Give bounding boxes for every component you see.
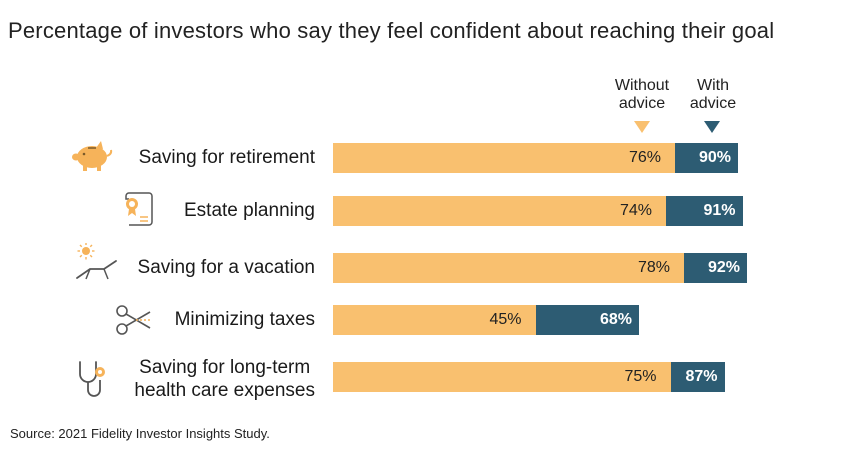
bar-without-advice — [333, 305, 536, 335]
scissors-icon — [114, 303, 154, 342]
value-label-without-advice: 45% — [489, 311, 522, 328]
category-label: Saving for a vacation — [138, 256, 315, 279]
bar-with-advice — [535, 305, 639, 335]
value-label-with-advice: 90% — [698, 149, 731, 166]
bar-without-advice — [333, 362, 671, 392]
bar-with-advice — [675, 143, 738, 173]
legend-with-marker — [704, 121, 720, 133]
value-label-with-advice: 68% — [599, 311, 632, 328]
chart-row: Saving for long-term health care expenses… — [0, 357, 845, 401]
bar-without-advice — [333, 143, 675, 173]
bar-with-advice — [684, 253, 747, 283]
legend-without-line1: Without — [614, 77, 670, 94]
chart-title: Percentage of investors who say they fee… — [8, 18, 775, 43]
value-label-with-advice: 91% — [703, 202, 736, 219]
bar-without-advice — [333, 253, 684, 283]
value-label-with-advice: 87% — [685, 368, 718, 385]
source-note: Source: 2021 Fidelity Investor Insights … — [10, 426, 270, 441]
beach-chair-icon — [74, 242, 120, 288]
legend-with-line1: With — [697, 77, 729, 94]
category-label-line: Saving for long-term — [139, 357, 311, 378]
legend-without-advice: Without advice — [604, 77, 680, 113]
chart-row: Minimizing taxes 45% 68% — [0, 305, 845, 335]
category-label-line: Saving for a vacation — [137, 257, 315, 278]
category-label-line: Estate planning — [184, 200, 315, 221]
category-label: Minimizing taxes — [175, 308, 315, 331]
legend-with-line2: advice — [689, 95, 737, 112]
category-label-line: Minimizing taxes — [174, 309, 315, 330]
legend-with-advice: With advice — [683, 77, 743, 113]
value-label-without-advice: 76% — [628, 149, 661, 166]
chart-row: Estate planning 74% 91% — [0, 192, 845, 226]
certificate-icon — [120, 188, 160, 233]
value-label-with-advice: 92% — [707, 259, 740, 276]
value-label-without-advice: 75% — [624, 368, 657, 385]
category-label: Estate planning — [184, 199, 315, 222]
chart-row: Saving for retirement 76% 90% — [0, 141, 845, 173]
legend-without-line2: advice — [618, 95, 666, 112]
value-label-without-advice: 74% — [619, 202, 652, 219]
bar-with-advice — [666, 196, 743, 226]
stethoscope-icon — [74, 358, 116, 407]
bar-without-advice — [333, 196, 666, 226]
category-label-line: health care expenses — [134, 380, 315, 401]
category-label: Saving for long-term health care expenses — [134, 356, 315, 402]
bar-with-advice — [670, 362, 725, 392]
piggy-bank-icon — [70, 138, 114, 177]
value-label-without-advice: 78% — [637, 259, 670, 276]
chart-row: Saving for a vacation 78% 92% — [0, 242, 845, 283]
legend-without-marker — [634, 121, 650, 133]
category-label-line: Saving for retirement — [138, 147, 315, 168]
category-label: Saving for retirement — [139, 146, 315, 169]
